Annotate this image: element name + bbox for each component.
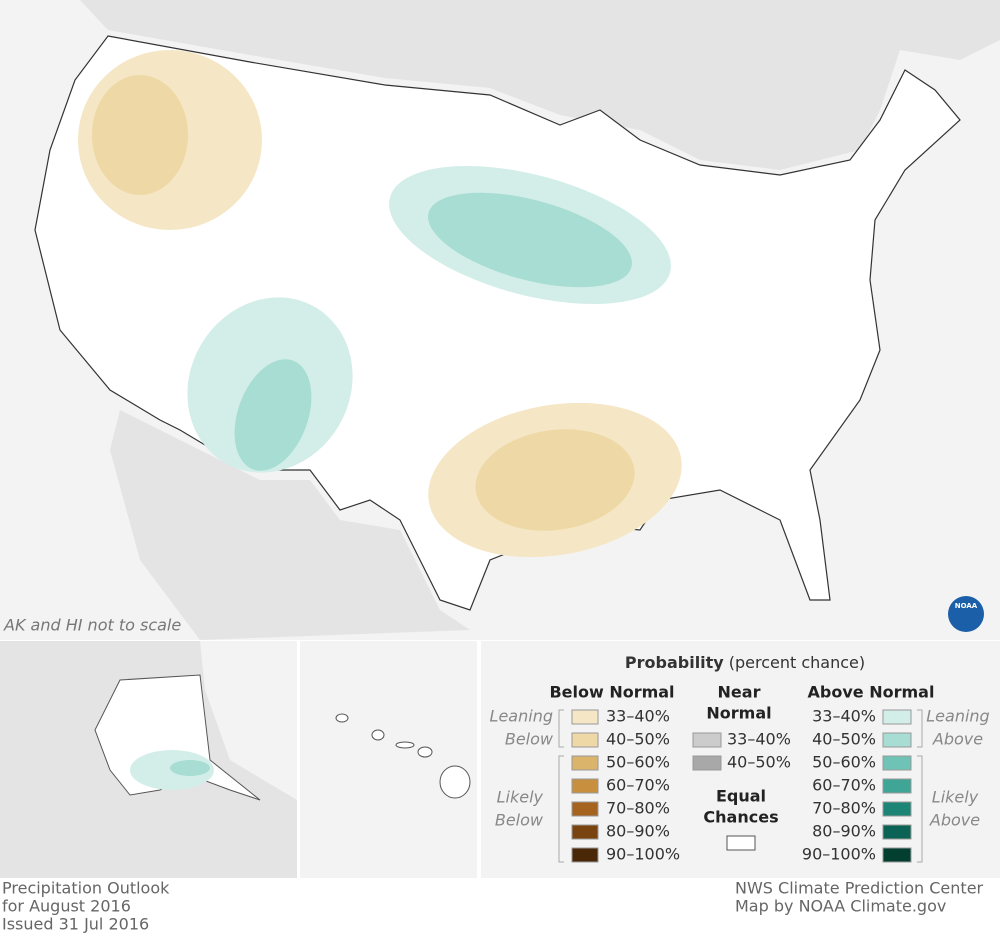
range-label: 70–80% xyxy=(812,799,876,818)
shade-region xyxy=(428,192,632,288)
noaa-logo xyxy=(948,596,984,632)
group-sub: Leaning xyxy=(490,707,553,726)
group-sub: Above xyxy=(929,811,980,830)
group-heading: Near xyxy=(718,683,761,702)
swatch xyxy=(882,709,912,725)
range-label: 40–50% xyxy=(606,730,670,749)
range-label: 60–70% xyxy=(812,776,876,795)
group-heading: Above Normal xyxy=(808,683,935,702)
group-heading: Below Normal xyxy=(549,683,674,702)
range-label: 40–50% xyxy=(812,730,876,749)
swatch xyxy=(692,755,722,771)
swatch xyxy=(692,732,722,748)
swatch xyxy=(571,755,599,771)
range-label: 33–40% xyxy=(812,707,876,726)
mexico xyxy=(110,410,470,640)
swatch xyxy=(571,778,599,794)
swatch xyxy=(726,835,756,851)
group-heading: Normal xyxy=(706,704,771,723)
range-label: 50–60% xyxy=(606,753,670,772)
group-heading: Equal xyxy=(716,787,766,806)
footer-text: Map by NOAA Climate.gov xyxy=(735,897,946,916)
group-sub: Likely xyxy=(497,788,544,807)
footer-text: for August 2016 xyxy=(2,897,131,916)
group-sub: Below xyxy=(505,730,554,749)
swatch xyxy=(571,847,599,863)
swatch xyxy=(882,824,912,840)
range-label: 33–40% xyxy=(727,730,791,749)
swatch xyxy=(882,847,912,863)
swatch xyxy=(571,801,599,817)
footer-text: Precipitation Outlook xyxy=(2,879,170,898)
swatch xyxy=(571,732,599,748)
range-label: 80–90% xyxy=(812,822,876,841)
legend-subtitle: (percent chance) xyxy=(729,653,865,672)
shade-region xyxy=(92,75,188,195)
logo-text: NOAA xyxy=(955,602,978,610)
range-label: 50–60% xyxy=(812,753,876,772)
bracket xyxy=(917,709,923,863)
group-sub: Below xyxy=(495,811,544,830)
swatch xyxy=(882,778,912,794)
swatch xyxy=(882,755,912,771)
canada xyxy=(60,0,1000,170)
shade-region xyxy=(234,359,312,471)
swatch xyxy=(882,732,912,748)
range-label: 40–50% xyxy=(727,753,791,772)
legend-title: Probability (percent chance) xyxy=(625,653,865,672)
range-label: 90–100% xyxy=(802,845,876,864)
legend-title-main: Probability xyxy=(625,653,724,672)
group-sub: Leaning xyxy=(926,707,989,726)
footer-text: NWS Climate Prediction Center xyxy=(735,879,984,898)
shade-region xyxy=(475,429,635,531)
swatch xyxy=(571,824,599,840)
map-note: AK and HI not to scale xyxy=(3,616,181,635)
swatch xyxy=(882,801,912,817)
range-label: 80–90% xyxy=(606,822,670,841)
range-label: 60–70% xyxy=(606,776,670,795)
footer-text: Issued 31 Jul 2016 xyxy=(2,915,149,934)
group-sub: Likely xyxy=(932,788,979,807)
hawaii xyxy=(335,713,471,799)
shade-region xyxy=(170,760,210,776)
group-heading: Chances xyxy=(703,808,778,827)
hawaii-panel xyxy=(300,641,477,878)
range-label: 70–80% xyxy=(606,799,670,818)
range-label: 90–100% xyxy=(606,845,680,864)
swatch xyxy=(571,709,599,725)
range-label: 33–40% xyxy=(606,707,670,726)
bracket xyxy=(558,709,564,863)
group-sub: Above xyxy=(932,730,983,749)
